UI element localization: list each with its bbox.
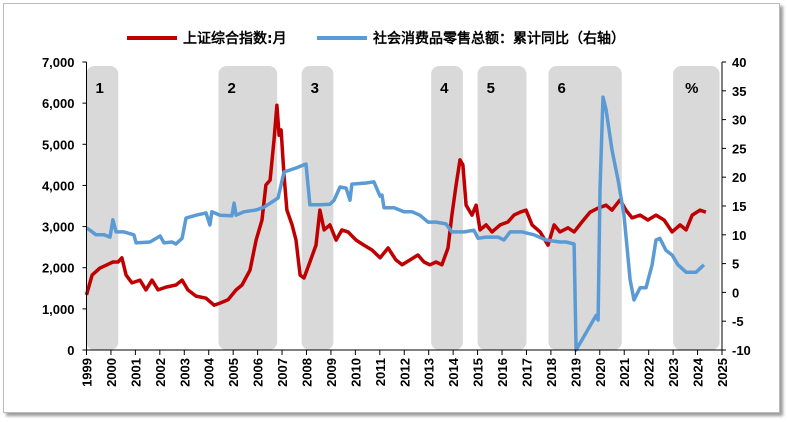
left-tick-label: 6,000	[42, 96, 75, 111]
series-line-sse	[84, 103, 707, 307]
x-tick-label: 2011	[373, 358, 388, 386]
x-tick-label: 2000	[104, 358, 119, 387]
shaded-region	[431, 66, 463, 350]
x-tick-label: 2024	[691, 357, 706, 387]
x-tick-label: 2022	[642, 358, 657, 387]
left-tick-label: 7,000	[42, 55, 75, 70]
x-tick-label: 2002	[153, 358, 168, 387]
x-tick-label: 2006	[251, 358, 266, 387]
region-label: 6	[557, 80, 565, 97]
shaded-region	[301, 66, 334, 350]
x-tick-label: 2020	[593, 358, 608, 387]
series-line-retail	[85, 95, 706, 352]
right-tick-label: 0	[732, 285, 739, 300]
x-tick-label: 2010	[348, 358, 363, 387]
x-tick-label: 2018	[544, 358, 559, 387]
right-tick-label: 20	[732, 170, 746, 185]
right-tick-label: 25	[732, 141, 746, 156]
region-label: 2	[227, 80, 235, 97]
shaded-region	[86, 66, 119, 350]
x-tick-label: 2005	[226, 358, 241, 387]
region-label: 5	[487, 80, 495, 97]
shaded-region	[477, 66, 527, 350]
left-tick-label: 1,000	[42, 302, 75, 317]
x-tick-label: 2019	[568, 358, 583, 387]
x-tick-label: 2017	[519, 358, 534, 387]
right-tick-label: -10	[732, 343, 751, 358]
region-label: %	[685, 80, 698, 97]
x-tick-label: 2001	[128, 358, 143, 387]
x-tick-label: 2025	[715, 358, 730, 387]
x-tick-label: 2003	[177, 358, 192, 387]
region-label: 1	[96, 80, 104, 97]
right-tick-label: 35	[732, 84, 746, 99]
region-label: 3	[311, 80, 319, 97]
x-tick-label: 2007	[275, 358, 290, 387]
right-tick-label: 10	[732, 228, 746, 243]
x-tick-label: 2004	[202, 357, 217, 387]
left-tick-label: 3,000	[42, 220, 75, 235]
x-tick-label: 2012	[397, 358, 412, 387]
shaded-region	[673, 66, 720, 350]
right-tick-label: 40	[732, 55, 746, 70]
x-tick-label: 1999	[80, 358, 95, 387]
shaded-region	[218, 66, 278, 350]
x-tick-label: 2013	[422, 358, 437, 387]
x-tick-label: 2014	[446, 357, 461, 387]
left-tick-label: 0	[67, 343, 74, 358]
right-tick-label: 5	[732, 257, 739, 272]
x-tick-label: 2009	[324, 358, 339, 387]
left-tick-label: 4,000	[42, 178, 75, 193]
right-tick-label: 30	[732, 113, 746, 128]
x-tick-label: 2023	[666, 358, 681, 387]
left-tick-label: 2,000	[42, 261, 75, 276]
legend: 上证综合指数:月 社会消费品零售总额：累计同比（右轴）	[127, 30, 625, 47]
region-label: 4	[440, 80, 449, 97]
left-tick-label: 5,000	[42, 137, 75, 152]
x-tick-label: 2008	[299, 358, 314, 387]
x-tick-label: 2016	[495, 358, 510, 387]
legend-label-sse: 上证综合指数:月	[183, 30, 287, 47]
x-tick-label: 2021	[617, 358, 632, 387]
right-tick-label: 15	[732, 199, 746, 214]
x-tick-label: 2015	[471, 358, 486, 387]
legend-label-retail: 社会消费品零售总额：累计同比（右轴）	[372, 30, 625, 47]
right-tick-label: -5	[732, 314, 744, 329]
